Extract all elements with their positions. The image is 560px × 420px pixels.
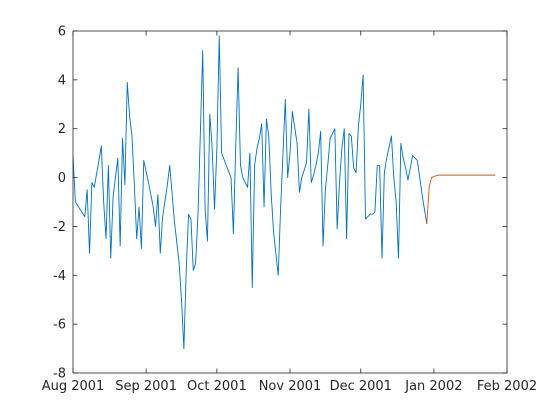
y-tick-label: 0 xyxy=(58,171,66,186)
x-tick-label: Nov 2001 xyxy=(259,379,322,394)
x-tick-label: Dec 2001 xyxy=(330,379,392,394)
y-tick-label: -8 xyxy=(53,367,66,382)
y-tick-label: -6 xyxy=(53,318,66,333)
y-tick-label: -2 xyxy=(53,220,66,235)
series-line-2 xyxy=(426,174,496,225)
y-tick-label: 4 xyxy=(58,73,66,88)
x-tick-label: Jan 2002 xyxy=(404,379,462,394)
y-tick-label: 2 xyxy=(58,122,66,137)
x-tick-label: Sep 2001 xyxy=(115,379,177,394)
x-tick-label: Oct 2001 xyxy=(187,379,247,394)
plot-area xyxy=(73,31,507,373)
series-line-1 xyxy=(72,35,428,350)
x-tick-label: Feb 2002 xyxy=(477,379,537,394)
y-tick-label: -4 xyxy=(53,269,66,284)
y-tick-label: 6 xyxy=(58,25,66,40)
series-layer xyxy=(72,35,496,350)
x-tick-label: Aug 2001 xyxy=(42,379,105,394)
axes-layer: -8 -6 -4 -2 0 2 4 6 Aug 2001 Sep 2001 Oct 2001 Nov … xyxy=(42,25,537,395)
